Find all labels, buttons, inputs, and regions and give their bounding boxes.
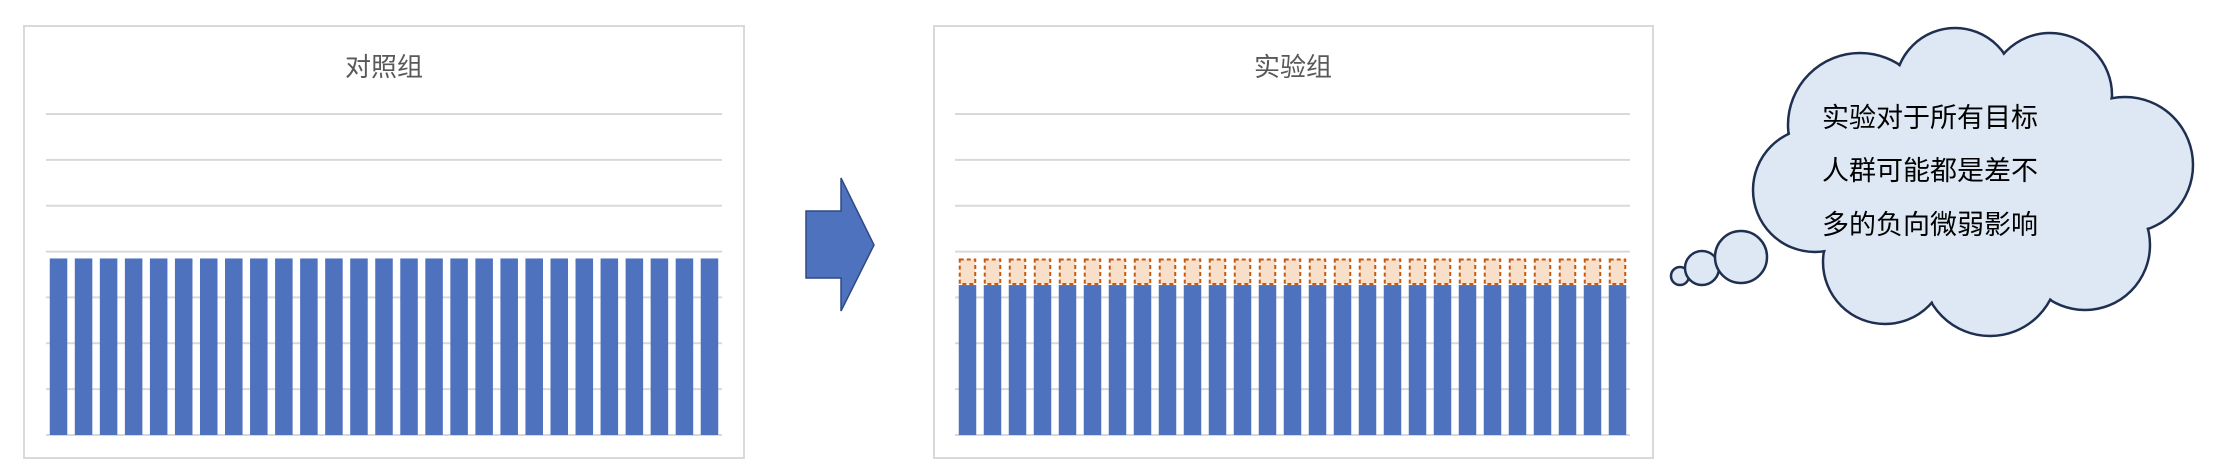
bar	[350, 258, 368, 435]
bar	[1308, 285, 1327, 435]
effect-bar-segment	[1208, 258, 1227, 286]
bar	[425, 258, 443, 435]
bar	[74, 258, 93, 435]
bars	[958, 258, 1627, 435]
effect-bar-segment	[1308, 258, 1327, 286]
bar	[1108, 285, 1127, 435]
bar	[1133, 285, 1152, 435]
bar	[650, 258, 669, 435]
bar	[1533, 285, 1552, 435]
bar	[700, 258, 719, 435]
bar	[550, 258, 569, 435]
thought-dot-large	[1713, 229, 1769, 285]
bar	[600, 258, 619, 435]
thought-bubble: 实验对于所有目标 人群可能都是差不 多的负向微弱影响	[1669, 26, 2195, 338]
bar	[149, 258, 168, 435]
effect-bar-segment	[1233, 258, 1252, 286]
bar	[1558, 285, 1577, 435]
bar	[1333, 285, 1352, 435]
thought-text-line-3: 多的负向微弱影响	[1822, 210, 2038, 241]
bar	[1058, 285, 1077, 435]
effect-bar-segment	[1408, 258, 1427, 286]
effect-bar-segment	[958, 258, 977, 286]
effect-bar-segment	[983, 258, 1002, 286]
bar	[1508, 285, 1527, 435]
chart-title: 实验组	[1254, 53, 1332, 83]
bar	[1583, 285, 1602, 435]
chart-title: 对照组	[345, 53, 423, 83]
effect-bar-segment	[1133, 258, 1152, 286]
effect-bar-segment	[1008, 258, 1027, 286]
effect-bar-segment	[1108, 258, 1127, 286]
effect-bar-segment	[1583, 258, 1602, 286]
bar	[400, 258, 418, 435]
bar	[1458, 285, 1477, 435]
bar	[625, 258, 644, 435]
effect-bar-segment	[1258, 258, 1277, 286]
effect-bar-segment	[1483, 258, 1502, 286]
bar	[958, 285, 977, 435]
cloud-lobe-fill	[1851, 71, 2069, 289]
bar	[300, 258, 318, 435]
right-arrow-icon	[805, 177, 875, 312]
bar	[250, 258, 268, 435]
bar	[450, 258, 468, 435]
bar	[1483, 285, 1502, 435]
bar	[1008, 285, 1027, 435]
bar	[500, 258, 518, 435]
bar	[124, 258, 143, 435]
bar	[1033, 285, 1052, 435]
bar	[49, 258, 68, 435]
bar	[275, 258, 293, 435]
bar	[199, 258, 218, 435]
bar	[1158, 285, 1177, 435]
bar	[99, 258, 118, 435]
bar	[225, 258, 243, 435]
bar	[375, 258, 393, 435]
effect-bar-segment	[1458, 258, 1477, 286]
effect-bar-segment	[1508, 258, 1527, 286]
thought-text-line-1: 实验对于所有目标	[1822, 103, 2038, 134]
bar	[1258, 285, 1277, 435]
control-group-chart: 对照组	[23, 25, 745, 459]
cloud-lobe-fill	[1754, 129, 1876, 251]
effect-bar-segment	[1558, 258, 1577, 286]
bar	[675, 258, 694, 435]
bar	[1358, 285, 1377, 435]
effect-bar-segment	[1058, 258, 1077, 286]
bar	[1383, 285, 1402, 435]
effect-bar-segment	[1158, 258, 1177, 286]
effect-bar-segment	[1333, 258, 1352, 286]
bar	[1433, 285, 1452, 435]
effect-bar-segment	[1283, 258, 1302, 286]
effect-bar-segment	[1033, 258, 1052, 286]
bar	[983, 285, 1002, 435]
experiment-group-chart: 实验组	[933, 25, 1654, 459]
effect-bar-segment	[1083, 258, 1102, 286]
bar	[525, 258, 543, 435]
bar	[325, 258, 343, 435]
effect-bar-segment	[1608, 258, 1627, 286]
bar	[1208, 285, 1227, 435]
effect-bar-segment	[1358, 258, 1377, 286]
bar	[174, 258, 193, 435]
bar	[1608, 285, 1627, 435]
bar	[1233, 285, 1252, 435]
bar	[1083, 285, 1102, 435]
bar	[1408, 285, 1427, 435]
effect-bar-segment	[1433, 258, 1452, 286]
effect-bar-segment	[1183, 258, 1202, 286]
bars	[49, 258, 719, 435]
bar	[475, 258, 493, 435]
bar	[575, 258, 594, 435]
bar	[1283, 285, 1302, 435]
effect-bar-segment	[1533, 258, 1552, 286]
bar	[1183, 285, 1202, 435]
thought-text-line-2: 人群可能都是差不	[1822, 156, 2038, 187]
effect-bar-segment	[1383, 258, 1402, 286]
